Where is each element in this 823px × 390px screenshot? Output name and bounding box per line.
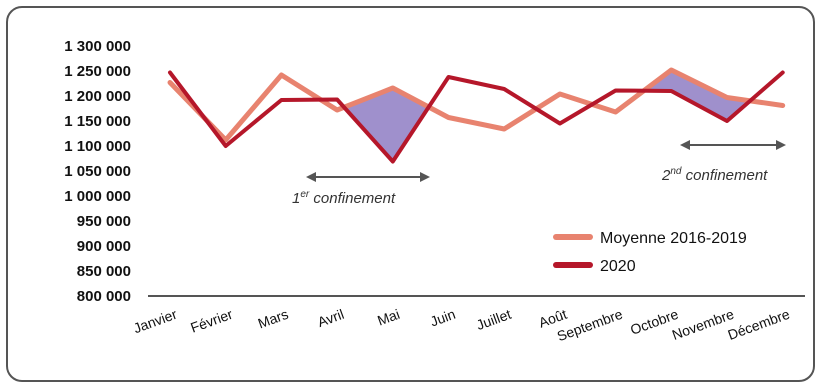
y-tick-label: 1 200 000 xyxy=(64,88,131,105)
y-tick-label: 900 000 xyxy=(77,238,131,255)
x-tick-label: Juillet xyxy=(474,306,513,333)
chart-frame xyxy=(6,6,815,382)
x-tick-label: Juin xyxy=(428,306,458,330)
annotation-label-2: 2nd confinement xyxy=(661,166,768,184)
annotation-second-lockdown: 2nd confinement xyxy=(661,140,786,184)
series-line-2020 xyxy=(168,70,785,164)
annotation-label-1: 1er confinement xyxy=(292,189,396,207)
legend: Moyenne 2016-2019 2020 xyxy=(553,230,747,275)
y-tick-label: 1 150 000 xyxy=(64,113,131,130)
y-tick-label: 1 000 000 xyxy=(64,188,131,205)
difference-fills xyxy=(344,70,751,162)
lockdown-gap-area xyxy=(344,88,429,162)
y-tick-label: 1 100 000 xyxy=(64,138,131,155)
arrow-right-head-2 xyxy=(776,140,786,150)
legend-label-2020: 2020 xyxy=(600,258,636,275)
lockdown-gap-area xyxy=(643,70,751,121)
y-tick-label: 950 000 xyxy=(77,213,131,230)
y-tick-label: 850 000 xyxy=(77,263,131,280)
annotation-first-lockdown: 1er confinement xyxy=(292,172,430,207)
x-tick-label: Novembre xyxy=(670,306,736,343)
series-lines xyxy=(167,67,786,164)
y-axis-ticks: 1 300 000 1 250 000 1 200 000 1 150 000 1 10… xyxy=(64,38,131,305)
y-tick-label: 800 000 xyxy=(77,288,131,305)
series-line-average xyxy=(167,67,786,143)
x-tick-label: Mars xyxy=(256,306,291,332)
legend-label-average: Moyenne 2016-2019 xyxy=(600,230,747,247)
arrow-right-head-1 xyxy=(420,172,430,182)
y-tick-label: 1 250 000 xyxy=(64,63,131,80)
x-tick-label: Avril xyxy=(315,306,346,330)
x-tick-label: Décembre xyxy=(726,306,792,343)
x-tick-label: Janvier xyxy=(131,306,179,337)
arrow-left-head-1 xyxy=(306,172,316,182)
y-tick-label: 1 300 000 xyxy=(64,38,131,55)
x-axis-ticks: Janvier Février Mars Avril Mai Juin Juillet Aoû… xyxy=(131,306,792,345)
x-tick-label: Mai xyxy=(375,306,402,329)
arrow-left-head-2 xyxy=(680,140,690,150)
x-tick-label: Février xyxy=(188,306,235,336)
y-tick-label: 1 050 000 xyxy=(64,163,131,180)
